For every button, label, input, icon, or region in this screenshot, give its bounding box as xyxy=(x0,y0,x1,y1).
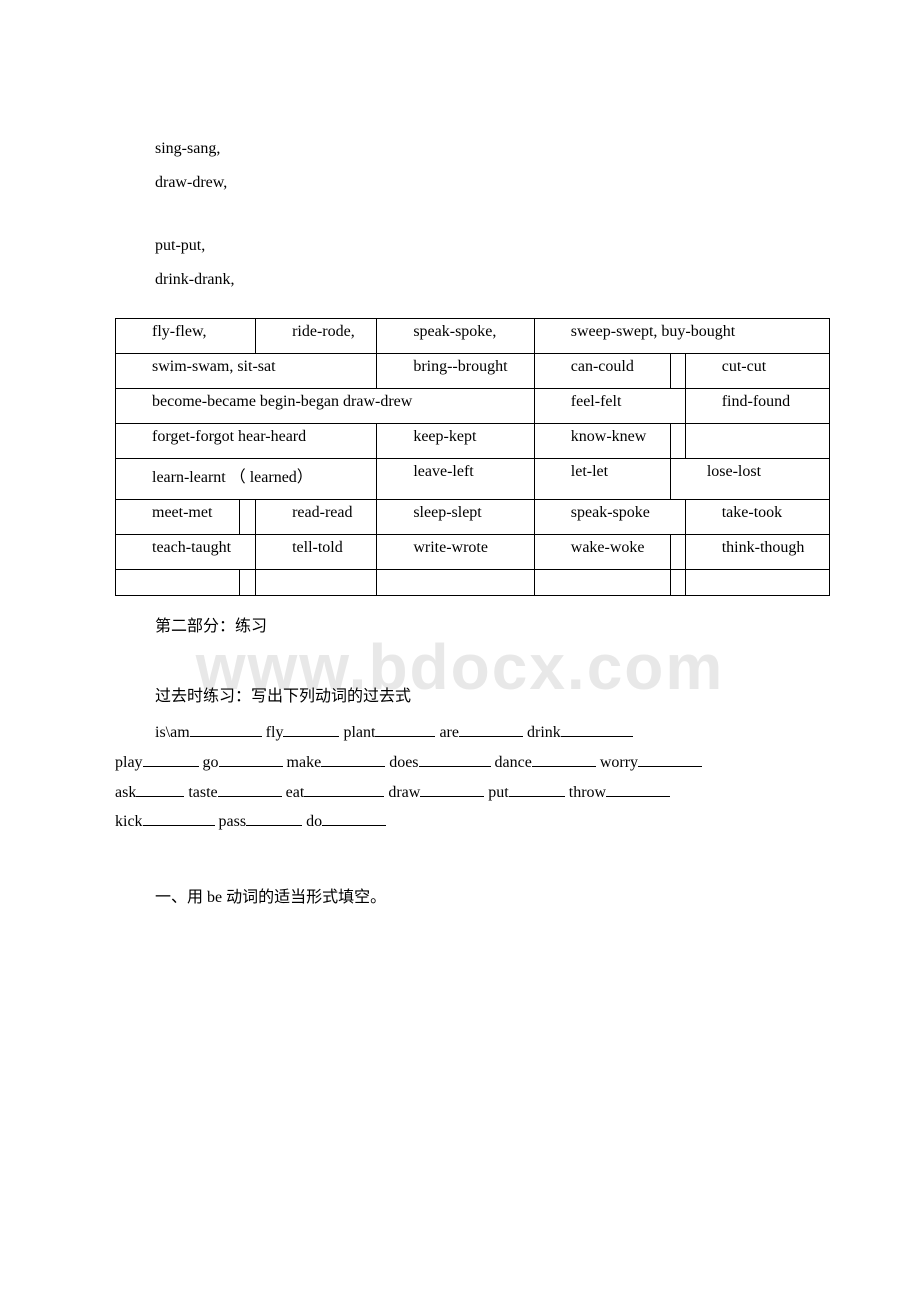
table-cell: sleep-slept xyxy=(377,500,534,535)
verb-word: pass xyxy=(219,813,247,830)
table-cell: write-wrote xyxy=(377,535,534,570)
table-cell: take-took xyxy=(685,500,829,535)
fill-blank[interactable] xyxy=(459,720,523,738)
intro-line: sing-sang, xyxy=(115,132,830,166)
fill-blank[interactable] xyxy=(420,779,484,797)
fill-blank[interactable] xyxy=(218,779,282,797)
table-cell: sweep-swept, buy-bought xyxy=(534,319,829,354)
table-cell: feel-felt xyxy=(534,389,685,424)
verb-word: plant xyxy=(343,724,375,741)
table-cell: lose-lost xyxy=(670,459,829,500)
intro-vocab-block: sing-sang, draw-drew, put-put, drink-dra… xyxy=(115,60,830,296)
table-cell: fly-flew, xyxy=(116,319,256,354)
table-cell xyxy=(534,570,670,596)
section-be-title: 一、用 be 动词的适当形式填空。 xyxy=(115,883,830,907)
fill-blank[interactable] xyxy=(321,749,385,767)
verb-word: drink xyxy=(527,724,561,741)
table-cell xyxy=(685,424,829,459)
section2-title: 第二部分：练习 xyxy=(115,612,830,636)
verb-table: fly-flew,ride-rode,speak-spoke,sweep-swe… xyxy=(115,318,830,596)
table-cell xyxy=(685,570,829,596)
verb-word: throw xyxy=(569,784,606,801)
table-cell xyxy=(240,570,256,596)
verb-word: play xyxy=(115,754,143,771)
verb-word: worry xyxy=(600,754,638,771)
table-cell: forget-forgot hear-heard xyxy=(116,424,377,459)
table-cell: find-found xyxy=(685,389,829,424)
verb-word: do xyxy=(306,813,322,830)
fill-blank[interactable] xyxy=(561,720,633,738)
table-cell: tell-told xyxy=(256,535,377,570)
table-cell xyxy=(670,354,685,389)
table-cell xyxy=(670,424,685,459)
table-cell: read-read xyxy=(256,500,377,535)
verb-word: kick xyxy=(115,813,143,830)
verb-word: fly xyxy=(266,724,284,741)
table-cell xyxy=(670,570,685,596)
fill-blank[interactable] xyxy=(143,749,199,767)
table-cell xyxy=(116,570,240,596)
verb-word: go xyxy=(203,754,219,771)
table-cell: keep-kept xyxy=(377,424,534,459)
verb-word: does xyxy=(389,754,418,771)
verb-word: make xyxy=(287,754,322,771)
intro-line: draw-drew, xyxy=(115,166,830,200)
verb-word: dance xyxy=(495,754,532,771)
fill-blank[interactable] xyxy=(219,749,283,767)
table-cell: leave-left xyxy=(377,459,534,500)
fill-blank[interactable] xyxy=(190,720,262,738)
fill-blank[interactable] xyxy=(283,720,339,738)
table-cell: learn-learnt （ learned） xyxy=(116,459,377,500)
intro-line: drink-drank, xyxy=(115,263,830,297)
fill-blank[interactable] xyxy=(532,749,596,767)
fill-blank[interactable] xyxy=(419,749,491,767)
table-cell: know-knew xyxy=(534,424,670,459)
exercise-heading: 过去时练习：写出下列动词的过去式 xyxy=(115,682,830,706)
fill-blank[interactable] xyxy=(638,749,702,767)
table-cell: think-though xyxy=(685,535,829,570)
verb-word: taste xyxy=(188,784,217,801)
verb-word: draw xyxy=(388,784,420,801)
table-cell: speak-spoke xyxy=(534,500,685,535)
table-cell: speak-spoke, xyxy=(377,319,534,354)
table-cell: become-became begin-began draw-drew xyxy=(116,389,535,424)
table-cell: swim-swam, sit-sat xyxy=(116,354,377,389)
table-cell: bring--brought xyxy=(377,354,534,389)
fill-blank[interactable] xyxy=(509,779,565,797)
verb-word: put xyxy=(488,784,508,801)
table-cell xyxy=(377,570,534,596)
table-cell: can-could xyxy=(534,354,670,389)
fill-blank[interactable] xyxy=(375,720,435,738)
table-cell: wake-woke xyxy=(534,535,670,570)
verb-word: is\am xyxy=(155,724,190,741)
fill-blank[interactable] xyxy=(606,779,670,797)
verb-fill-exercise: is\am fly plant are drink play go make d… xyxy=(115,718,830,836)
fill-blank[interactable] xyxy=(246,809,302,827)
intro-line: put-put, xyxy=(115,229,830,263)
table-cell: let-let xyxy=(534,459,670,500)
table-cell: ride-rode, xyxy=(256,319,377,354)
verb-word: eat xyxy=(286,784,305,801)
fill-blank[interactable] xyxy=(136,779,184,797)
table-cell xyxy=(256,570,377,596)
fill-blank[interactable] xyxy=(322,809,386,827)
table-cell xyxy=(670,535,685,570)
verb-word: are xyxy=(439,724,459,741)
table-cell: teach-taught xyxy=(116,535,256,570)
table-cell xyxy=(240,500,256,535)
fill-blank[interactable] xyxy=(143,809,215,827)
verb-word: ask xyxy=(115,784,136,801)
table-cell: cut-cut xyxy=(685,354,829,389)
table-cell: meet-met xyxy=(116,500,240,535)
fill-blank[interactable] xyxy=(304,779,384,797)
